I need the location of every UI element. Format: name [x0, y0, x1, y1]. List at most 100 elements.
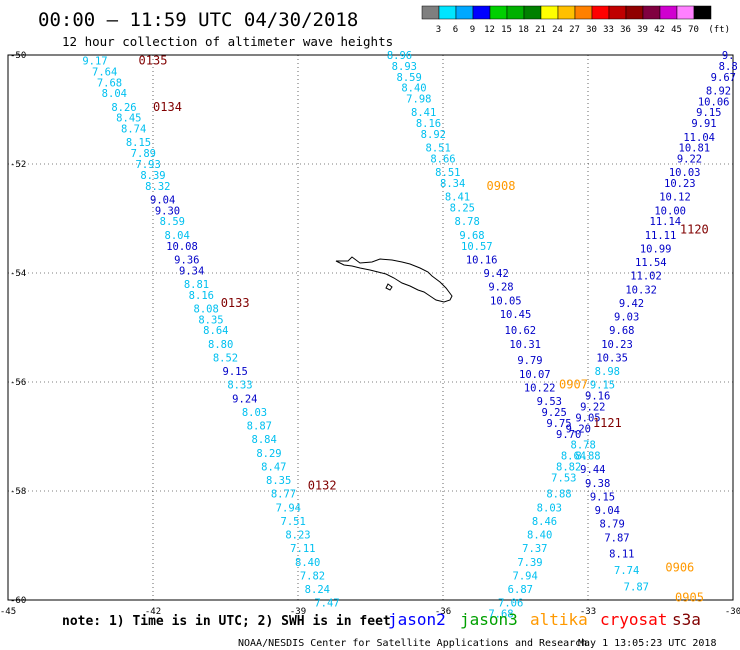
wave-height-value: 10.23 [601, 339, 633, 351]
x-tick-label: -42 [145, 607, 161, 617]
legend-swatch [642, 5, 661, 20]
wave-height-value: 7.87 [604, 532, 629, 544]
legend-swatch [557, 5, 576, 20]
wave-height-value: 10.08 [166, 241, 198, 253]
y-tick-label: -58 [10, 487, 26, 497]
wave-height-value: 10.45 [500, 309, 532, 321]
pass-labels: 0135 0134 0133 0132 0908 0907 1121 1120 0906 0905 [139, 53, 709, 604]
wave-height-value: 8.64 [561, 451, 586, 463]
wave-height-value: 10.81 [679, 143, 711, 155]
wave-height-value: 11.11 [645, 230, 677, 242]
wave-height-value: 8.33 [227, 380, 252, 392]
legend-label: 3 [436, 25, 441, 35]
footer-timestamp: May 1 13:05:23 UTC 2018 [578, 638, 716, 649]
wave-height-value: 7.68 [488, 609, 513, 621]
legend-swatch [659, 5, 678, 20]
wave-height-value: 8.24 [305, 584, 330, 596]
legend-label: 30 [586, 25, 597, 35]
legend-label: 15 [501, 25, 512, 35]
legend-label: 18 [518, 25, 529, 35]
grid-lines [7, 54, 734, 601]
wave-height-value: 10.35 [596, 352, 628, 364]
legend-swatch [455, 5, 474, 20]
wave-height-value: 8.45 [116, 113, 141, 125]
wave-height-value: 9.15 [223, 366, 248, 378]
wave-height-value: 8.66 [430, 154, 455, 166]
wave-height-value: 8.8 [719, 61, 738, 73]
wave-height-value: 8.41 [445, 192, 470, 204]
wave-height-value: 10.00 [654, 205, 686, 217]
wave-height-value: 9.24 [232, 393, 257, 405]
satellite-label: s3a [672, 610, 701, 629]
wave-height-value: 9.53 [537, 396, 562, 408]
legend-label: 27 [569, 25, 580, 35]
x-tick-label: -39 [290, 607, 306, 617]
x-tick-label: -30 [725, 607, 740, 617]
wave-height-value: 9.79 [517, 355, 542, 367]
wave-height-value: 10.22 [524, 382, 556, 394]
wave-height-value: 9.04 [595, 505, 620, 517]
wave-height-value: 8.34 [440, 178, 465, 190]
wave-height-value: 8.26 [111, 102, 136, 114]
wave-height-value: 10.57 [461, 241, 493, 253]
legend-swatch [574, 5, 593, 20]
pass-label: 1120 [680, 222, 709, 236]
wave-height-value: 8.23 [285, 530, 310, 542]
wave-height-value: 8.74 [121, 124, 146, 136]
wave-height-value: 8.64 [203, 325, 228, 337]
wave-height-value: 11.04 [683, 132, 715, 144]
wave-height-value: 9.17 [82, 55, 107, 67]
wave-height-value: 9.15 [696, 107, 721, 119]
wave-height-value: 8.39 [140, 170, 165, 182]
y-tick-label: -60 [10, 596, 26, 606]
wave-height-value: 8.96 [387, 50, 412, 62]
wave-height-value: 9.03 [614, 312, 639, 324]
wave-height-value: 9.20 [566, 423, 591, 435]
wave-height-value: 9.16 [585, 391, 610, 403]
wave-height-value: 8.51 [426, 143, 451, 155]
legend-label: 39 [637, 25, 648, 35]
legend-swatch [421, 5, 440, 20]
wave-height-value: 8.40 [401, 83, 426, 95]
legend-swatch [489, 5, 508, 20]
wave-height-value: 8.78 [455, 216, 480, 228]
wave-height-value: 9.75 [546, 418, 571, 430]
pass-label: 0907 [559, 378, 588, 392]
wave-height-value: 7.51 [281, 516, 306, 528]
wave-height-value: 9.68 [609, 325, 634, 337]
legend-label: 12 [484, 25, 495, 35]
pass-label: 0134 [153, 100, 182, 114]
wave-height-value: 7.87 [624, 581, 649, 593]
wave-height-value: 11.54 [635, 257, 667, 269]
wave-height-value: 7.89 [131, 148, 156, 160]
wave-height-value: 9.15 [590, 491, 615, 503]
axis-ticks: -45 -42 -39 -36 -33 -30 -50 -52 -54 -56 -58 -60 [0, 51, 740, 617]
wave-height-value: 8.47 [261, 461, 286, 473]
legend-swatch [625, 5, 644, 20]
wave-height-value: 8.51 [435, 167, 460, 179]
wave-height-value: 8.52 [213, 352, 238, 364]
wave-height-value: 8.32 [145, 181, 170, 193]
footer-note: note: 1) Time is in UTC; 2) SWH is in fe… [62, 614, 391, 629]
pass-label: 0905 [675, 590, 704, 604]
y-tick-label: -56 [10, 378, 26, 388]
wave-height-value: 8.84 [252, 434, 277, 446]
wave-height-value: 9.42 [619, 298, 644, 310]
wave-height-value: 10.23 [664, 178, 696, 190]
wave-height-value: 9.25 [542, 407, 567, 419]
satellite-label: jason2 [388, 610, 446, 629]
wave-height-value: 9.15 [590, 380, 615, 392]
wave-height-value: 9.91 [691, 118, 716, 130]
wave-height-value: 9.36 [174, 254, 199, 266]
x-tick-label: -45 [0, 607, 16, 617]
x-tick-label: -36 [435, 607, 451, 617]
legend-swatch [608, 5, 627, 20]
wave-height-value: 8.41 [411, 107, 436, 119]
wave-height-value: 10.12 [659, 192, 691, 204]
wave-height-value: 9.44 [580, 464, 605, 476]
wave-height-value: 7.93 [136, 159, 161, 171]
legend-label: 9 [470, 25, 475, 35]
legend-label: 42 [654, 25, 665, 35]
wave-height-value: 8.80 [208, 339, 233, 351]
wave-height-value: 8.08 [194, 303, 219, 315]
